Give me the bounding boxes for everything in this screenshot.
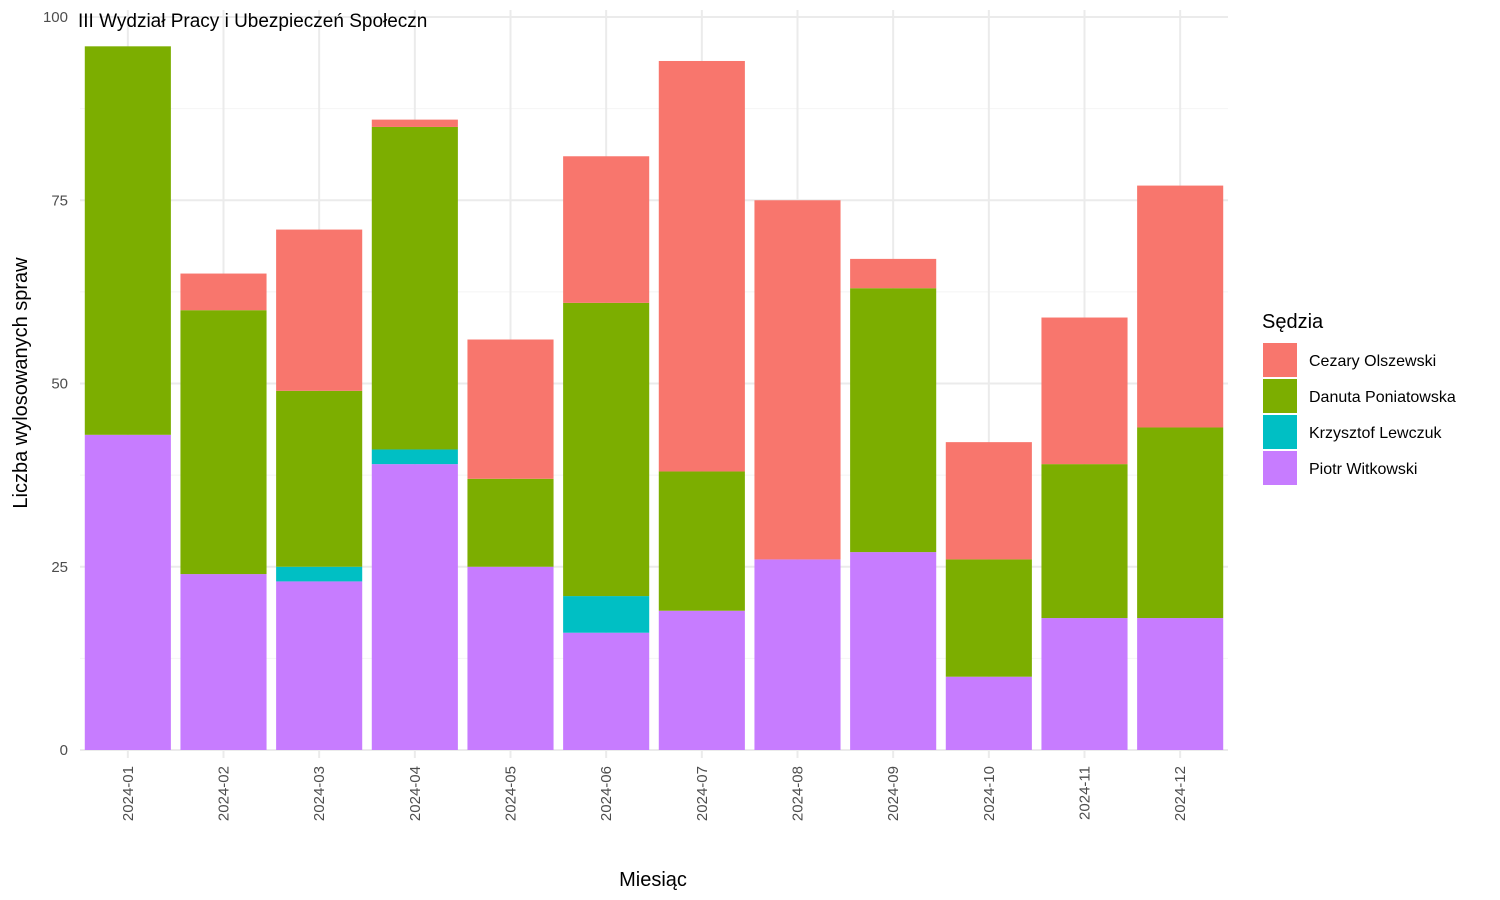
bar-2024-06-piotr-witkowski [563,632,650,750]
x-tick-label: 2024-06 [598,766,615,821]
bar-2024-02-cezary-olszewski [180,273,267,311]
legend-label: Danuta Poniatowska [1309,389,1456,406]
x-axis-title: Miesiąc [619,869,687,891]
legend-label: Piotr Witkowski [1309,461,1417,478]
bar-2024-09-piotr-witkowski [850,552,937,750]
bar-2024-06-cezary-olszewski [563,156,650,303]
bar-2024-04-piotr-witkowski [371,464,458,750]
y-axis-title: Liczba wylosowanych spraw [10,257,32,509]
x-tick-label: 2024-08 [790,766,807,821]
bar-2024-03-danuta-poniatowska [276,390,363,567]
bar-2024-05-danuta-poniatowska [467,478,554,567]
y-tick-label: 75 [51,192,68,209]
y-tick-label: 50 [51,376,68,393]
x-axis: 2024-01 2024-02 2024-03 2024-04 2024-05 2024-… [120,766,1189,821]
bar-2024-06-danuta-poniatowska [563,302,650,597]
bar-2024-09-cezary-olszewski [850,258,937,289]
bar-2024-12-piotr-witkowski [1137,618,1224,750]
bar-2024-03-krzysztof-lewczuk [276,566,363,582]
bar-2024-07-danuta-poniatowska [658,471,745,611]
bar-2024-10-cezary-olszewski [945,442,1032,560]
bar-2024-05-cezary-olszewski [467,339,554,479]
x-tick-label: 2024-11 [1077,766,1094,820]
bar-2024-05-piotr-witkowski [467,566,554,750]
bar-2024-07-cezary-olszewski [658,60,745,472]
x-tick-label: 2024-12 [1172,766,1189,821]
x-tick-label: 2024-10 [981,766,998,821]
x-tick-label: 2024-05 [503,766,520,821]
bar-2024-08-piotr-witkowski [754,559,841,750]
legend-title: Sędzia [1262,311,1324,333]
y-tick-label: 100 [43,9,68,26]
bar-2024-01-danuta-poniatowska [84,46,171,435]
bar-2024-02-piotr-witkowski [180,574,267,750]
x-tick-label: 2024-02 [216,766,233,821]
bars [84,46,1224,750]
bar-2024-04-cezary-olszewski [371,119,458,127]
bar-2024-11-piotr-witkowski [1041,618,1128,750]
legend-swatch [1263,415,1297,449]
bar-2024-11-cezary-olszewski [1041,317,1128,465]
bar-2024-02-danuta-poniatowska [180,310,267,575]
legend-swatch [1263,343,1297,377]
bar-2024-03-cezary-olszewski [276,229,363,391]
bar-2024-07-piotr-witkowski [658,610,745,750]
y-axis: 0 25 50 75 100 [43,9,68,759]
legend-swatch [1263,379,1297,413]
legend-label: Cezary Olszewski [1309,353,1436,370]
bar-2024-03-piotr-witkowski [276,581,363,750]
bar-2024-09-danuta-poniatowska [850,288,937,553]
bar-2024-08-cezary-olszewski [754,200,841,560]
bar-2024-10-piotr-witkowski [945,676,1032,750]
bar-2024-04-krzysztof-lewczuk [371,449,458,465]
x-tick-label: 2024-01 [120,766,137,821]
bar-2024-12-danuta-poniatowska [1137,427,1224,619]
bar-2024-04-danuta-poniatowska [371,126,458,450]
x-tick-label: 2024-04 [407,766,424,821]
bar-2024-12-cezary-olszewski [1137,185,1224,428]
chart-title: III Wydział Pracy i Ubezpieczeń Społeczn [78,11,427,32]
bar-2024-10-danuta-poniatowska [945,559,1032,677]
bar-2024-01-piotr-witkowski [84,434,171,750]
y-tick-label: 0 [60,742,68,759]
bar-2024-06-krzysztof-lewczuk [563,596,650,633]
legend-label: Krzysztof Lewczuk [1309,425,1442,442]
x-tick-label: 2024-09 [885,766,902,821]
legend: Sędzia Cezary Olszewski Danuta Poniatowsk… [1262,311,1456,485]
legend-swatch [1263,451,1297,485]
x-tick-label: 2024-03 [311,766,328,821]
y-tick-label: 25 [51,559,68,576]
bar-2024-11-danuta-poniatowska [1041,464,1128,619]
x-tick-label: 2024-07 [694,766,711,821]
